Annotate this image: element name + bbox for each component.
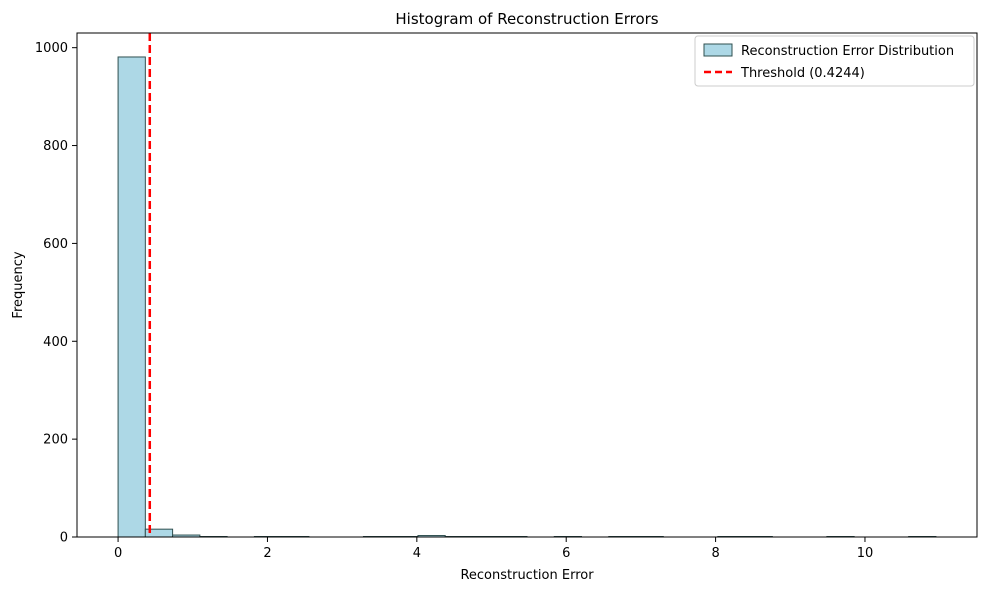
legend-box — [694, 35, 975, 87]
x-axis-ticks: 0 2 4 6 8 10 — [114, 537, 873, 561]
x-tick-label: 6 — [562, 546, 570, 561]
legend-label-error-distribution: Reconstruction Error Distribution — [741, 44, 954, 59]
y-tick-label: 200 — [43, 433, 68, 448]
legend-swatch-error-distribution — [703, 43, 733, 57]
legend: Reconstruction Error Distribution Thresh… — [694, 35, 975, 87]
y-tick-label: 0 — [60, 531, 68, 546]
y-axis-label: Frequency — [11, 251, 26, 318]
y-tick-label: 400 — [43, 335, 68, 350]
x-tick-label: 4 — [413, 546, 421, 561]
x-axis-label: Reconstruction Error — [460, 568, 594, 583]
histogram-bar — [117, 56, 146, 538]
x-tick-label: 0 — [114, 546, 122, 561]
axes-frame — [76, 32, 978, 538]
legend-label-threshold: Threshold (0.4244) — [740, 66, 865, 81]
y-tick-label: 1000 — [35, 41, 68, 56]
x-tick-label: 8 — [711, 546, 719, 561]
y-tick-label: 800 — [43, 139, 68, 154]
chart-title: Histogram of Reconstruction Errors — [395, 10, 658, 28]
y-axis-ticks: 0 200 400 600 800 1000 — [35, 41, 77, 546]
x-tick-label: 2 — [263, 546, 271, 561]
y-tick-label: 600 — [43, 237, 68, 252]
x-tick-label: 10 — [857, 546, 874, 561]
plot-area — [76, 32, 978, 538]
